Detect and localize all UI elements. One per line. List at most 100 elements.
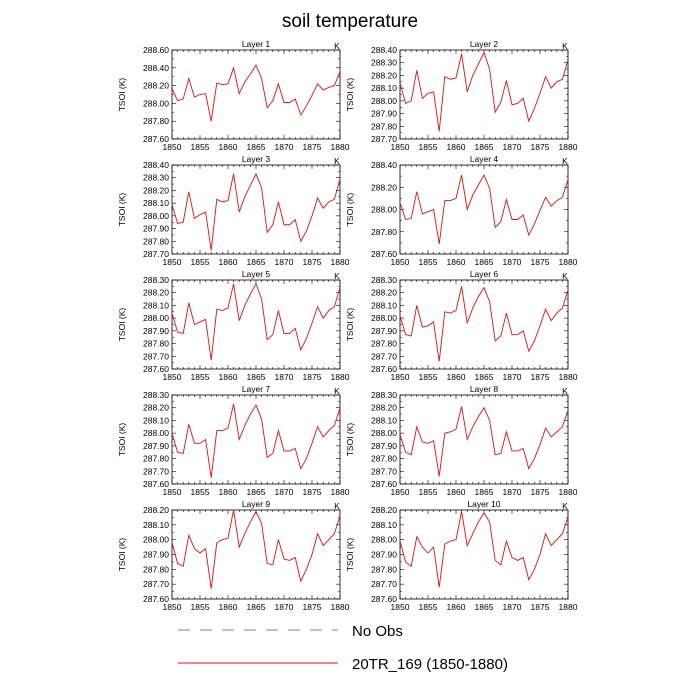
series-line-20tr-169 — [399, 286, 569, 362]
x-tick-label: 1880 — [559, 487, 578, 497]
x-tick-label: 1865 — [247, 142, 266, 152]
x-tick-label: 1865 — [247, 372, 266, 382]
x-tick-label: 1880 — [331, 142, 350, 152]
y-tick-label: 288.10 — [371, 415, 397, 425]
y-tick-label: 288.20 — [143, 505, 169, 515]
x-tick-label: 1875 — [531, 257, 550, 267]
x-tick-label: 1875 — [531, 142, 550, 152]
y-tick-label: 287.70 — [143, 579, 169, 589]
x-tick-label: 1860 — [219, 257, 238, 267]
x-tick-label: 1855 — [191, 602, 210, 612]
series-line-20tr-169 — [171, 509, 341, 589]
y-tick-label: 287.90 — [371, 326, 397, 336]
y-tick-label: 288.20 — [371, 288, 397, 298]
y-tick-label: 287.70 — [371, 579, 397, 589]
y-tick-label: 288.00 — [143, 211, 169, 221]
x-tick-label: 1855 — [419, 372, 438, 382]
y-tick-label: 287.80 — [371, 454, 397, 464]
unit-label: K — [334, 41, 340, 51]
x-tick-label: 1855 — [191, 372, 210, 382]
x-tick-label: 1865 — [475, 602, 494, 612]
unit-label: K — [562, 156, 568, 166]
y-tick-label: 287.90 — [371, 109, 397, 119]
y-tick-label: 287.90 — [143, 441, 169, 451]
y-axis-label: TSOI (K) — [117, 78, 127, 112]
unit-label: K — [334, 386, 340, 396]
x-tick-label: 1880 — [559, 372, 578, 382]
y-tick-label: 287.80 — [371, 227, 397, 237]
y-tick-label: 287.80 — [143, 236, 169, 246]
x-tick-label: 1865 — [475, 372, 494, 382]
x-tick-label: 1860 — [447, 372, 466, 382]
x-tick-label: 1870 — [275, 142, 294, 152]
unit-label: K — [334, 271, 340, 281]
y-tick-label: 288.20 — [143, 288, 169, 298]
y-axis-label: TSOI (K) — [117, 423, 127, 457]
x-tick-label: 1880 — [331, 257, 350, 267]
x-tick-label: 1870 — [503, 602, 522, 612]
y-tick-label: 287.90 — [143, 224, 169, 234]
x-tick-label: 1880 — [559, 602, 578, 612]
y-tick-label: 287.80 — [371, 121, 397, 131]
x-tick-label: 1855 — [419, 602, 438, 612]
y-tick-label: 287.90 — [371, 441, 397, 451]
x-tick-label: 1865 — [475, 142, 494, 152]
y-tick-label: 287.80 — [143, 339, 169, 349]
x-tick-label: 1880 — [559, 257, 578, 267]
panel-layer-10: Layer 10 K TSOI (K) 1850 1855 1860 1865 1870 187… — [345, 499, 578, 612]
y-tick-label: 288.10 — [143, 415, 169, 425]
x-tick-label: 1850 — [163, 487, 182, 497]
y-tick-label: 288.00 — [371, 205, 397, 215]
panel-title: Layer 7 — [242, 384, 271, 394]
x-tick-label: 1865 — [247, 257, 266, 267]
x-tick-label: 1855 — [419, 257, 438, 267]
y-tick-label: 288.30 — [371, 275, 397, 285]
y-tick-label: 288.00 — [143, 535, 169, 545]
x-tick-label: 1860 — [447, 257, 466, 267]
y-tick-label: 288.30 — [143, 173, 169, 183]
y-tick-label: 288.30 — [143, 390, 169, 400]
x-tick-label: 1875 — [531, 372, 550, 382]
y-tick-label: 288.20 — [371, 505, 397, 515]
unit-label: K — [334, 156, 340, 166]
y-tick-label: 288.30 — [371, 58, 397, 68]
unit-label: K — [562, 501, 568, 511]
series-line-20tr-169 — [399, 511, 569, 588]
x-tick-label: 1850 — [391, 142, 410, 152]
x-tick-label: 1855 — [191, 487, 210, 497]
x-tick-label: 1850 — [163, 602, 182, 612]
y-axis-label: TSOI (K) — [345, 78, 355, 112]
x-tick-label: 1870 — [503, 257, 522, 267]
y-tick-label: 288.10 — [143, 300, 169, 310]
y-axis-label: TSOI (K) — [345, 423, 355, 457]
y-tick-label: 288.00 — [371, 313, 397, 323]
y-tick-label: 287.70 — [143, 466, 169, 476]
y-tick-label: 288.00 — [143, 98, 169, 108]
x-tick-label: 1870 — [503, 487, 522, 497]
y-tick-label: 287.60 — [371, 249, 397, 259]
y-tick-label: 287.90 — [371, 550, 397, 560]
panel-layer-6: Layer 6 K TSOI (K) 1850 1855 1860 1865 1870 1875… — [345, 269, 578, 382]
y-tick-label: 288.20 — [371, 70, 397, 80]
x-tick-label: 1880 — [331, 487, 350, 497]
y-tick-label: 288.20 — [143, 81, 169, 91]
panel-title: Layer 4 — [470, 154, 499, 164]
x-tick-label: 1850 — [391, 602, 410, 612]
y-axis-label: TSOI (K) — [117, 538, 127, 572]
y-tick-label: 288.30 — [143, 275, 169, 285]
plot-frame — [171, 279, 341, 370]
y-tick-label: 287.70 — [371, 351, 397, 361]
x-tick-label: 1870 — [503, 372, 522, 382]
y-tick-label: 288.10 — [143, 198, 169, 208]
y-tick-label: 288.00 — [143, 428, 169, 438]
y-tick-label: 288.40 — [143, 160, 169, 170]
series-line-20tr-169 — [399, 51, 569, 132]
series-line-20tr-169 — [171, 64, 341, 122]
x-tick-label: 1870 — [503, 142, 522, 152]
y-tick-label: 288.10 — [143, 520, 169, 530]
y-tick-label: 288.40 — [371, 160, 397, 170]
y-axis-label: TSOI (K) — [345, 193, 355, 227]
y-tick-label: 287.70 — [371, 466, 397, 476]
x-tick-label: 1860 — [447, 602, 466, 612]
